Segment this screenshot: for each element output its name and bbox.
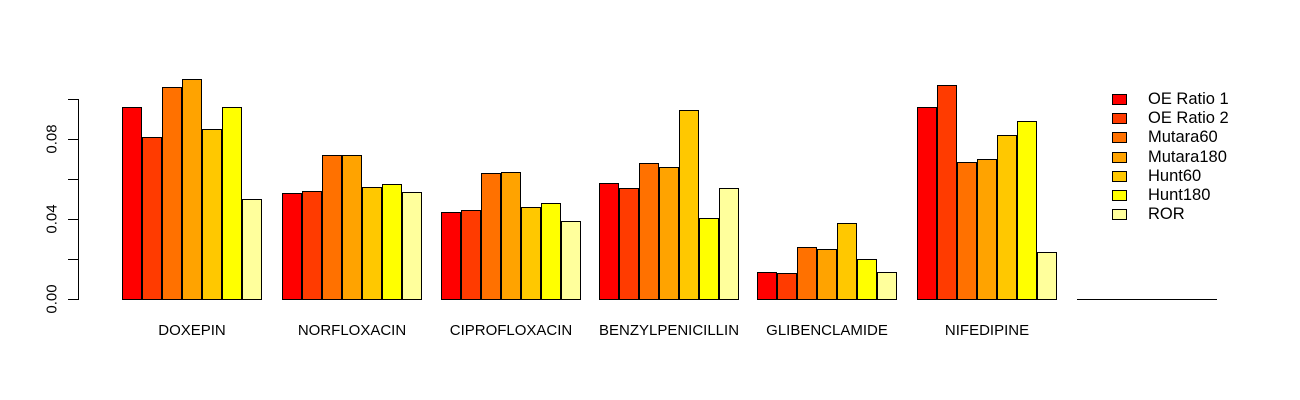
bar: [977, 159, 997, 300]
bar: [997, 135, 1017, 300]
legend: OE Ratio 1 OE Ratio 2 Mutara60 Mutara180 Hun…: [1112, 90, 1229, 224]
legend-item: Mutara60: [1112, 128, 1229, 147]
legend-label: OE Ratio 2: [1148, 109, 1229, 128]
category-label: GLIBENCLAMIDE: [766, 322, 888, 339]
bar: [659, 167, 679, 300]
bar: [699, 218, 719, 300]
legend-label: Mutara60: [1148, 128, 1218, 147]
bar: [501, 172, 521, 300]
bar: [402, 192, 422, 300]
bar: [1037, 252, 1057, 300]
y-axis-tick-label: 0.08: [43, 124, 61, 154]
bar: [242, 199, 262, 300]
bar: [461, 210, 481, 300]
legend-item: Hunt60: [1112, 167, 1229, 186]
category-label: BENZYLPENICILLIN: [598, 322, 740, 339]
bar: [917, 107, 937, 300]
bar: [302, 191, 322, 300]
bar: [837, 223, 857, 300]
legend-swatch: [1112, 151, 1127, 163]
bar: [679, 110, 699, 300]
bar: [797, 247, 817, 300]
category-label: NIFEDIPINE: [944, 322, 1030, 339]
legend-swatch: [1112, 132, 1127, 144]
bar: [162, 87, 182, 300]
y-axis-tick: [68, 179, 78, 180]
bar: [362, 187, 382, 300]
bar: [142, 137, 162, 300]
bar: [202, 129, 222, 300]
bar: [322, 155, 342, 300]
legend-label: Hunt60: [1148, 166, 1202, 185]
bar: [561, 221, 581, 300]
y-axis-tick-label: 0.00: [43, 284, 61, 314]
y-axis-tick: [68, 299, 78, 300]
bar: [342, 155, 362, 300]
legend-item: Mutara180: [1112, 148, 1229, 167]
legend-item: Hunt180: [1112, 186, 1229, 205]
legend-item: OE Ratio 1: [1112, 90, 1229, 109]
legend-swatch: [1112, 94, 1127, 106]
bar: [937, 85, 957, 300]
legend-item: OE Ratio 2: [1112, 109, 1229, 128]
bar: [222, 107, 242, 300]
legend-swatch: [1112, 170, 1127, 182]
legend-label: ROR: [1148, 205, 1185, 224]
legend-label: OE Ratio 1: [1148, 90, 1229, 108]
legend-label: Hunt180: [1148, 185, 1211, 204]
legend-swatch: [1112, 209, 1127, 221]
legend-swatch: [1112, 113, 1127, 125]
category-label: NORFLOXACIN: [297, 322, 407, 339]
bar: [757, 272, 777, 300]
bar: [817, 249, 837, 300]
bar: [777, 273, 797, 300]
bar: [619, 188, 639, 300]
y-axis-tick-label: 0.04: [43, 204, 61, 234]
bar: [877, 272, 897, 300]
bar: [122, 107, 142, 300]
bar: [481, 173, 501, 300]
bar: [382, 184, 402, 300]
bar: [639, 163, 659, 300]
empty-group-baseline: [1077, 299, 1217, 300]
legend-item: ROR: [1112, 205, 1229, 224]
bar: [719, 188, 739, 300]
category-label: DOXEPIN: [158, 322, 226, 339]
y-axis: [78, 99, 79, 300]
legend-label: Mutara180: [1148, 147, 1227, 166]
bar: [957, 162, 977, 300]
legend-swatch: [1112, 190, 1127, 202]
bar: [599, 183, 619, 300]
y-axis-tick: [68, 139, 78, 140]
y-axis-tick: [68, 99, 78, 100]
bar: [857, 259, 877, 300]
category-label: CIPROFLOXACIN: [449, 322, 573, 339]
bar: [541, 203, 561, 300]
y-axis-tick: [68, 259, 78, 260]
bar: [441, 212, 461, 300]
bar: [521, 207, 541, 300]
bar: [282, 193, 302, 300]
bar: [182, 79, 202, 300]
y-axis-tick: [68, 219, 78, 220]
bar: [1017, 121, 1037, 300]
